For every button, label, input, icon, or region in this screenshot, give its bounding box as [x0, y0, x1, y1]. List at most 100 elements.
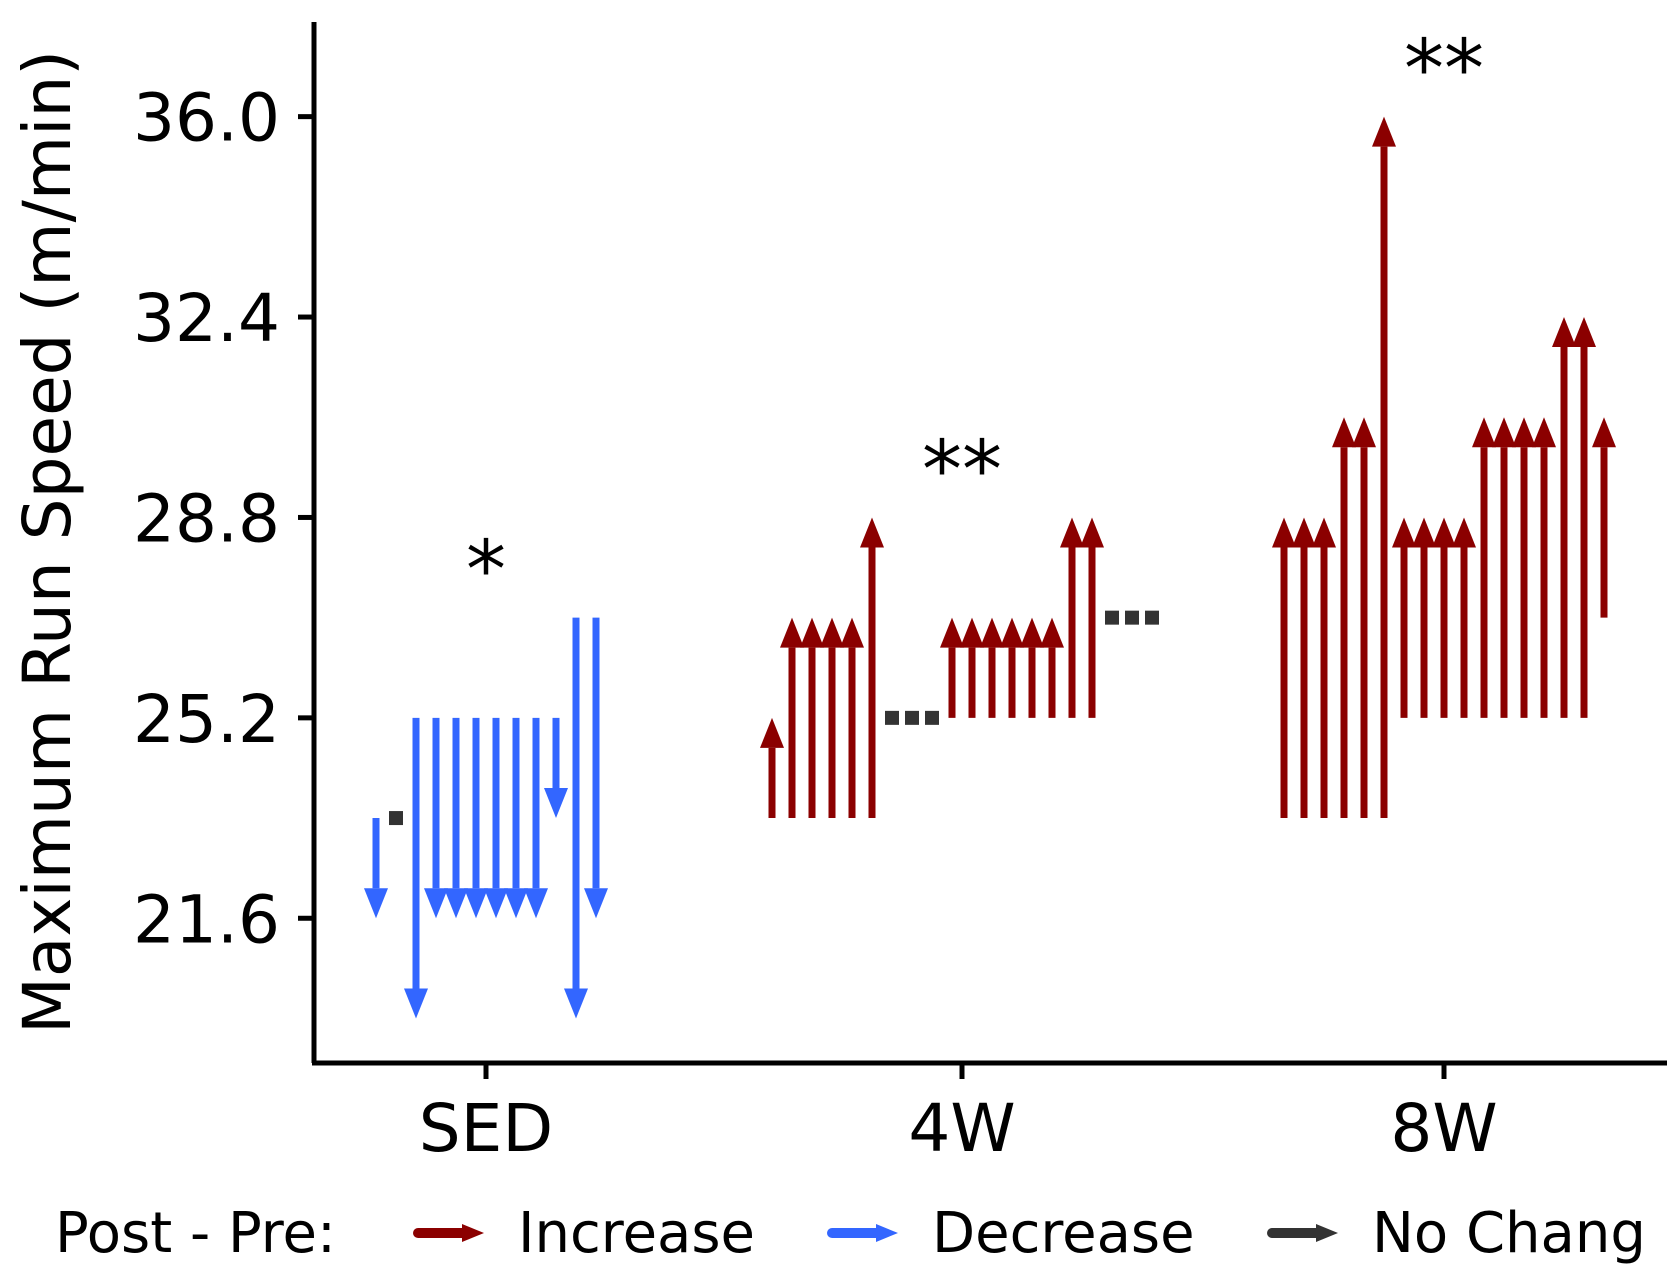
arrow-head	[444, 888, 468, 919]
arrow-head	[1312, 517, 1336, 548]
legend: Post - Pre: Increase Decrease No Chang	[55, 1201, 1646, 1266]
arrow-head	[940, 617, 964, 648]
legend-item: No Chang	[1267, 1201, 1646, 1266]
arrow-head	[1452, 517, 1476, 548]
y-tick-label: 21.6	[133, 881, 280, 958]
legend-label: Increase	[518, 1201, 755, 1266]
change-arrow	[1592, 417, 1616, 618]
arrow-head	[1372, 116, 1396, 147]
change-arrow	[424, 717, 448, 919]
arrow-head	[800, 617, 824, 648]
change-arrow	[1552, 317, 1576, 718]
y-ticks: 21.6 25.2 28.8 32.4 36.0	[133, 80, 314, 958]
arrow-head	[1272, 517, 1296, 548]
arrow-head	[1532, 417, 1556, 448]
arrow-head	[840, 617, 864, 648]
change-arrow	[1492, 417, 1516, 718]
significance-label: *	[466, 524, 506, 617]
y-tick-label: 28.8	[133, 480, 280, 557]
arrow-head	[364, 888, 388, 919]
arrow-head	[980, 617, 1004, 648]
change-arrow	[1020, 617, 1044, 718]
change-arrow	[1060, 517, 1084, 718]
arrow-head	[820, 617, 844, 648]
change-arrow	[504, 717, 528, 919]
arrow-head	[544, 788, 568, 819]
arrow-head	[584, 888, 608, 919]
arrow-head	[1512, 417, 1536, 448]
arrow-head	[780, 617, 804, 648]
arrow-head	[1412, 517, 1436, 548]
change-arrow	[1080, 517, 1104, 718]
arrow-head	[1040, 617, 1064, 648]
change-arrow	[820, 617, 844, 819]
legend-title: Post - Pre:	[55, 1201, 336, 1266]
change-arrow	[404, 717, 428, 1019]
arrow-head	[564, 988, 588, 1019]
change-arrow	[860, 517, 884, 819]
legend-label: No Chang	[1372, 1201, 1646, 1266]
change-arrow	[1332, 417, 1356, 819]
significance-label: **	[922, 423, 1002, 516]
arrow-head	[1592, 417, 1616, 448]
arrow-head	[524, 888, 548, 919]
change-arrow	[760, 717, 784, 819]
change-arrow	[544, 717, 568, 819]
y-tick-label: 36.0	[133, 80, 280, 157]
change-arrow	[940, 617, 964, 718]
legend-item: Decrease	[827, 1201, 1195, 1266]
arrow-head	[1492, 417, 1516, 448]
significance-label: **	[1404, 23, 1484, 116]
arrow-head	[1472, 417, 1496, 448]
y-tick-label: 32.4	[133, 280, 280, 357]
change-arrow	[1312, 517, 1336, 819]
arrow-head	[424, 888, 448, 919]
arrow-head	[1332, 417, 1356, 448]
change-arrow	[980, 617, 1004, 718]
arrow-head	[1552, 317, 1576, 348]
change-arrow	[1452, 517, 1476, 718]
change-arrow	[800, 617, 824, 819]
arrow-head	[1432, 517, 1456, 548]
change-arrow	[444, 717, 468, 919]
x-tick-label: 8W	[1390, 1090, 1497, 1167]
change-arrow	[780, 617, 804, 819]
arrow-head	[960, 617, 984, 648]
arrow-head	[860, 517, 884, 548]
change-arrow	[364, 818, 388, 919]
change-arrow	[484, 717, 508, 919]
arrow-head	[1080, 517, 1104, 548]
legend-key-head	[876, 1224, 898, 1242]
arrow-head	[404, 988, 428, 1019]
change-arrow	[960, 617, 984, 718]
x-tick-label: SED	[419, 1090, 553, 1167]
legend-key-head	[462, 1224, 484, 1242]
legend-key-head	[1316, 1224, 1338, 1242]
significance-labels: *****	[466, 23, 1484, 617]
change-arrow	[464, 717, 488, 919]
legend-label: Decrease	[932, 1201, 1195, 1266]
change-arrow	[840, 617, 864, 819]
change-arrow	[524, 717, 548, 919]
change-arrow	[1532, 417, 1556, 718]
arrow-head	[1000, 617, 1024, 648]
arrow-head	[1292, 517, 1316, 548]
change-arrow	[1572, 317, 1596, 718]
arrows-layer	[364, 116, 1616, 1019]
arrow-head	[484, 888, 508, 919]
x-tick-label: 4W	[908, 1090, 1015, 1167]
change-arrow	[584, 617, 608, 919]
change-arrow	[1292, 517, 1316, 819]
arrow-head	[1020, 617, 1044, 648]
arrow-head	[760, 717, 784, 748]
arrow-head	[464, 888, 488, 919]
change-arrow	[1372, 116, 1396, 819]
y-tick-label: 25.2	[133, 681, 280, 758]
arrow-head	[1392, 517, 1416, 548]
change-arrow	[1432, 517, 1456, 718]
change-arrow	[1512, 417, 1536, 718]
change-arrow	[564, 617, 588, 1019]
axes-layer	[311, 22, 1667, 1066]
arrow-head	[1060, 517, 1084, 548]
